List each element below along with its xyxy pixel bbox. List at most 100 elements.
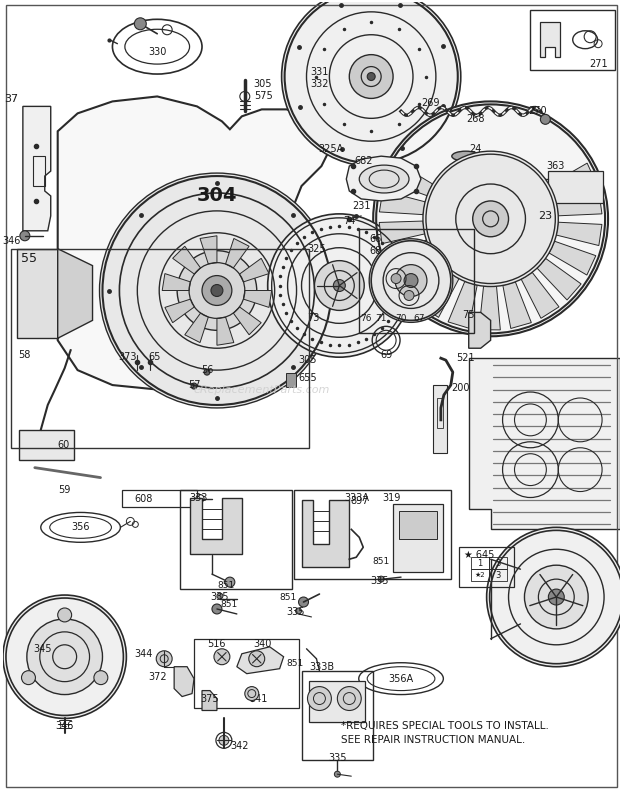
Text: 270: 270 (528, 106, 547, 116)
Bar (399, 512, 437, 539)
Circle shape (245, 687, 259, 701)
Circle shape (219, 735, 229, 745)
Text: 271: 271 (589, 59, 608, 69)
Circle shape (27, 619, 102, 695)
Polygon shape (226, 238, 249, 268)
Circle shape (249, 651, 265, 667)
Text: 851: 851 (279, 592, 296, 602)
Text: 73: 73 (308, 314, 320, 323)
Polygon shape (172, 246, 200, 274)
Polygon shape (479, 286, 500, 330)
Polygon shape (379, 221, 425, 244)
Bar (489, 569, 507, 581)
Circle shape (268, 214, 411, 357)
Circle shape (525, 565, 588, 629)
Circle shape (94, 671, 108, 684)
Text: 373: 373 (118, 352, 136, 362)
Text: 75: 75 (463, 310, 475, 321)
Circle shape (156, 651, 172, 667)
Circle shape (548, 589, 564, 605)
Text: 331: 331 (310, 67, 329, 77)
Circle shape (349, 55, 393, 98)
Text: 335: 335 (328, 753, 347, 763)
Bar (11, 249, 309, 447)
Text: 55: 55 (21, 252, 37, 265)
Text: 521: 521 (456, 353, 474, 364)
Text: 74: 74 (343, 216, 355, 226)
Text: 851: 851 (373, 557, 390, 565)
Circle shape (404, 273, 418, 287)
Text: 37: 37 (4, 94, 18, 105)
Text: 3: 3 (495, 558, 500, 568)
Text: 57: 57 (188, 380, 200, 390)
Circle shape (22, 671, 35, 684)
Circle shape (212, 604, 222, 614)
Text: 340: 340 (254, 639, 272, 649)
Text: 363: 363 (546, 161, 564, 171)
Polygon shape (58, 249, 92, 338)
Text: 335: 335 (211, 592, 229, 602)
Circle shape (177, 251, 257, 330)
Text: 65: 65 (148, 352, 161, 362)
Bar (194, 639, 299, 709)
Text: 231: 231 (352, 201, 371, 211)
Text: 59: 59 (58, 485, 71, 494)
Text: 341: 341 (250, 694, 268, 703)
Text: 372: 372 (149, 672, 167, 682)
Text: 346: 346 (2, 236, 21, 246)
Text: 56: 56 (201, 365, 213, 375)
Polygon shape (185, 313, 208, 343)
Text: 60: 60 (58, 440, 70, 450)
Text: 335: 335 (286, 607, 305, 617)
Circle shape (395, 265, 427, 296)
Bar (286, 373, 296, 387)
Bar (531, 10, 615, 70)
Text: 342: 342 (230, 741, 249, 752)
Text: 335: 335 (370, 576, 388, 586)
Circle shape (58, 608, 72, 622)
Text: 24: 24 (469, 144, 482, 154)
Circle shape (472, 201, 508, 237)
Bar (293, 489, 451, 579)
Text: 325A: 325A (319, 144, 344, 154)
Text: 356: 356 (71, 523, 90, 532)
Bar (19, 430, 74, 459)
Bar (33, 156, 45, 186)
Text: 851: 851 (286, 659, 304, 668)
Polygon shape (469, 312, 490, 348)
Text: 851: 851 (220, 600, 237, 608)
Polygon shape (385, 240, 432, 273)
Circle shape (211, 284, 223, 296)
Circle shape (334, 280, 345, 291)
Text: 1: 1 (477, 558, 482, 568)
Text: 23: 23 (538, 211, 552, 221)
Polygon shape (23, 106, 51, 230)
Polygon shape (469, 358, 620, 529)
Polygon shape (17, 249, 58, 338)
Circle shape (225, 577, 235, 587)
Ellipse shape (452, 151, 480, 161)
Bar (489, 558, 507, 569)
Text: 304: 304 (197, 186, 237, 205)
Polygon shape (549, 242, 596, 275)
Circle shape (423, 151, 558, 287)
Circle shape (534, 176, 541, 182)
Text: 344: 344 (134, 649, 153, 659)
Circle shape (214, 649, 230, 664)
Circle shape (281, 0, 461, 166)
Circle shape (217, 593, 223, 599)
Text: ★2: ★2 (474, 572, 485, 578)
Circle shape (534, 190, 541, 196)
Text: ★ 645: ★ 645 (464, 550, 494, 560)
Text: 305: 305 (299, 355, 317, 365)
Text: 71: 71 (375, 314, 387, 323)
Text: 575: 575 (254, 91, 273, 101)
Polygon shape (233, 307, 261, 335)
Text: 69: 69 (380, 350, 392, 360)
Bar (180, 489, 291, 589)
Circle shape (391, 273, 401, 284)
Circle shape (334, 771, 340, 777)
Ellipse shape (359, 165, 409, 193)
Text: 58: 58 (19, 350, 31, 360)
Circle shape (299, 597, 309, 607)
